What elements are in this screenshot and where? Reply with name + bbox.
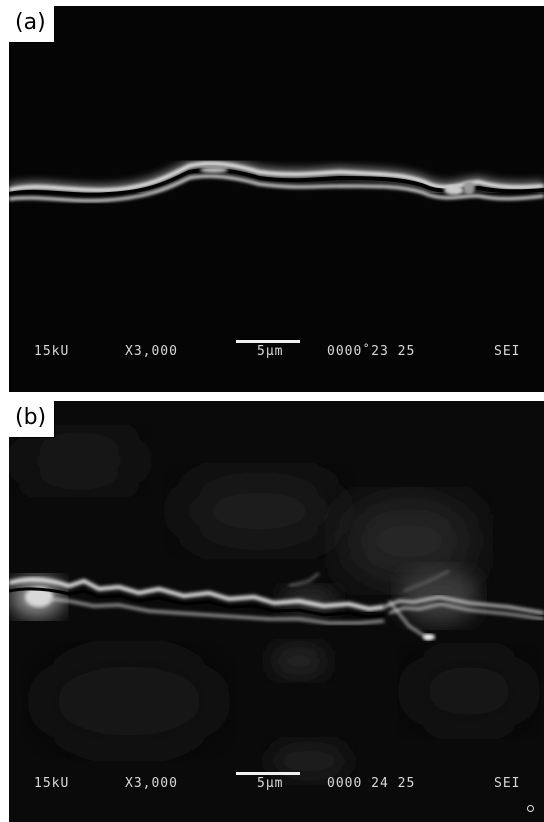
sem-micrograph-a: (a) 15kU X3,000 5µm 0000˚23 25 SEI	[9, 6, 544, 392]
sem-databar-a: 15kU X3,000 5µm 0000˚23 25 SEI	[9, 338, 544, 364]
panel-label-a: (a)	[9, 6, 55, 43]
signal-mode-b: SEI	[494, 776, 521, 791]
sem-micrograph-b: (b) 15kU X3,000 5µm 0000 24 25 SEI	[9, 401, 544, 822]
corner-marker	[527, 805, 534, 812]
magnification-a: X3,000	[125, 344, 178, 359]
image-id-b: 0000 24 25	[327, 776, 416, 791]
scale-label-b: 5µm	[257, 776, 284, 791]
sem-image-b	[9, 401, 544, 822]
sem-image-a	[9, 6, 544, 392]
accelerating-voltage-a: 15kU	[34, 344, 70, 359]
sem-databar-b: 15kU X3,000 5µm 0000 24 25 SEI	[9, 770, 544, 796]
scale-label-a: 5µm	[257, 344, 284, 359]
magnification-b: X3,000	[125, 776, 178, 791]
image-id-a: 0000˚23 25	[327, 344, 416, 359]
scale-bar-a	[236, 340, 300, 343]
panel-label-b: (b)	[9, 401, 56, 438]
accelerating-voltage-b: 15kU	[34, 776, 70, 791]
scale-bar-b	[236, 772, 300, 775]
signal-mode-a: SEI	[494, 344, 521, 359]
